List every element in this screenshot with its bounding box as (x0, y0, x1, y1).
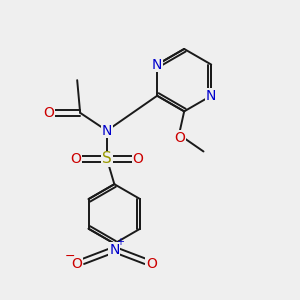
Text: O: O (72, 257, 83, 272)
Text: O: O (146, 257, 157, 272)
Text: N: N (206, 89, 216, 103)
Text: O: O (44, 106, 54, 120)
Text: O: O (70, 152, 81, 166)
Text: N: N (109, 243, 119, 256)
Text: S: S (102, 152, 112, 166)
Text: O: O (133, 152, 143, 166)
Text: O: O (174, 131, 185, 145)
Text: N: N (152, 58, 162, 71)
Text: −: − (64, 250, 75, 262)
Text: +: + (116, 237, 124, 247)
Text: N: N (102, 124, 112, 138)
